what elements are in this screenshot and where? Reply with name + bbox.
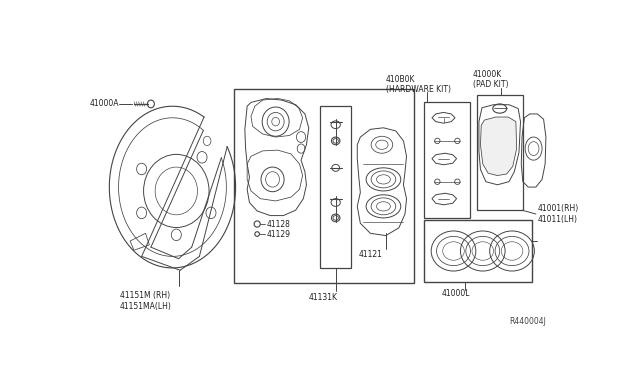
Text: 41001(RH)
41011(LH): 41001(RH) 41011(LH) (538, 204, 579, 224)
Text: 41129: 41129 (266, 230, 291, 238)
Text: 41121: 41121 (359, 250, 383, 259)
Text: 41128: 41128 (266, 219, 291, 228)
Text: 410B0K
(HARDWARE KIT): 410B0K (HARDWARE KIT) (386, 75, 451, 94)
Polygon shape (481, 117, 516, 176)
Text: R440004J: R440004J (509, 317, 546, 326)
Polygon shape (130, 233, 149, 250)
Text: 41151M (RH)
41151MA(LH): 41151M (RH) 41151MA(LH) (120, 291, 172, 311)
Text: 41000K
(PAD KIT): 41000K (PAD KIT) (473, 70, 508, 89)
Text: 41131K: 41131K (308, 293, 338, 302)
Text: 41000L: 41000L (442, 289, 470, 298)
Text: 41000A: 41000A (90, 99, 119, 108)
